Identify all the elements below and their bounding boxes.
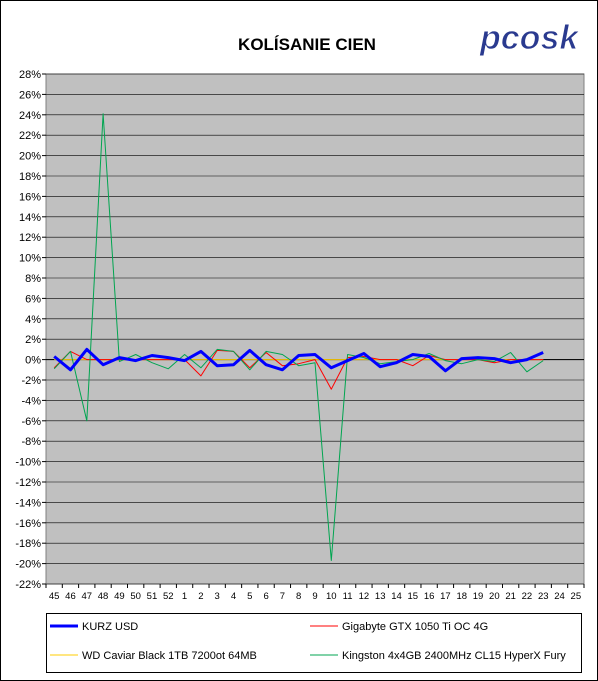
x-tick-label: 17 bbox=[440, 591, 451, 602]
y-tick-label: 0% bbox=[25, 355, 41, 367]
y-tick-label: -8% bbox=[21, 436, 41, 448]
series-line-0 bbox=[53, 347, 544, 373]
y-tick-label: 24% bbox=[19, 110, 41, 122]
pcosk-logo: pcosk bbox=[479, 19, 581, 58]
y-tick-label: 14% bbox=[19, 212, 41, 224]
logo-text: pcosk bbox=[479, 19, 580, 57]
y-tick-label: 12% bbox=[19, 232, 41, 244]
chart-title: KOLÍSANIE CIEN bbox=[238, 35, 376, 54]
y-tick-label: 16% bbox=[19, 191, 41, 203]
y-tick-label: -14% bbox=[15, 497, 41, 509]
x-tick-label: 52 bbox=[163, 591, 174, 602]
x-tick-label: 48 bbox=[98, 591, 109, 602]
x-tick-label: 2 bbox=[198, 591, 203, 602]
x-tick-label: 5 bbox=[247, 591, 252, 602]
legend-label: Gigabyte GTX 1050 Ti OC 4G bbox=[342, 621, 488, 633]
y-tick-label: 10% bbox=[19, 253, 41, 265]
legend: KURZ USD Gigabyte GTX 1050 Ti OC 4G WD Cav… bbox=[50, 621, 566, 662]
y-tick-label: 28% bbox=[19, 69, 41, 81]
x-axis-ticks: 45 46 47 48 49 50 51 52 1 2 3 4 5 6 7 8 9 10 11 12 13 14 15 16 1… bbox=[45, 584, 585, 602]
x-tick-label: 16 bbox=[424, 591, 435, 602]
y-tick-label: 6% bbox=[25, 293, 41, 305]
x-tick-label: 46 bbox=[65, 591, 76, 602]
y-tick-label: -2% bbox=[21, 375, 41, 387]
x-tick-label: 6 bbox=[263, 591, 268, 602]
x-tick-label: 19 bbox=[473, 591, 484, 602]
y-tick-label: -18% bbox=[15, 538, 41, 550]
x-tick-label: 4 bbox=[231, 591, 236, 602]
y-tick-label: -20% bbox=[15, 559, 41, 571]
y-tick-label: 22% bbox=[19, 130, 41, 142]
x-tick-label: 7 bbox=[280, 591, 285, 602]
x-tick-label: 14 bbox=[391, 591, 402, 602]
x-tick-label: 23 bbox=[538, 591, 549, 602]
x-tick-label: 24 bbox=[554, 591, 565, 602]
x-tick-label: 21 bbox=[505, 591, 516, 602]
plot-area bbox=[45, 73, 585, 585]
y-tick-label: 26% bbox=[19, 89, 41, 101]
series-line-3 bbox=[53, 113, 544, 561]
y-tick-label: 20% bbox=[19, 151, 41, 163]
x-tick-label: 10 bbox=[326, 591, 337, 602]
x-tick-label: 22 bbox=[522, 591, 533, 602]
series-lines bbox=[53, 113, 544, 561]
y-tick-label: -16% bbox=[15, 518, 41, 530]
legend-label: KURZ USD bbox=[82, 621, 138, 633]
y-tick-label: -10% bbox=[15, 457, 41, 469]
x-tick-label: 25 bbox=[571, 591, 582, 602]
x-tick-label: 13 bbox=[375, 591, 386, 602]
y-tick-label: 4% bbox=[25, 314, 41, 326]
x-tick-label: 20 bbox=[489, 591, 500, 602]
y-tick-label: 18% bbox=[19, 171, 41, 183]
x-tick-label: 45 bbox=[49, 591, 60, 602]
y-tick-label: -4% bbox=[21, 395, 41, 407]
y-tick-label: -12% bbox=[15, 477, 41, 489]
legend-box bbox=[46, 613, 582, 673]
y-axis-ticks: -22% -20% -18% -16% -14% -12% -10% -8% -6% -4% -2%… bbox=[15, 69, 46, 591]
x-tick-label: 12 bbox=[359, 591, 370, 602]
legend-label: Kingston 4x4GB 2400MHz CL15 HyperX Fury bbox=[342, 650, 566, 662]
x-tick-label: 51 bbox=[147, 591, 158, 602]
x-tick-label: 18 bbox=[456, 591, 467, 602]
x-tick-label: 1 bbox=[182, 591, 187, 602]
x-tick-label: 11 bbox=[343, 591, 353, 602]
y-tick-label: 2% bbox=[25, 334, 41, 346]
y-tick-label: -22% bbox=[15, 579, 41, 591]
x-tick-label: 50 bbox=[130, 591, 141, 602]
x-tick-label: 8 bbox=[296, 591, 301, 602]
x-tick-label: 3 bbox=[215, 591, 220, 602]
legend-label: WD Caviar Black 1TB 7200ot 64MB bbox=[82, 650, 257, 662]
x-tick-label: 47 bbox=[81, 591, 92, 602]
x-tick-label: 9 bbox=[312, 591, 317, 602]
x-tick-label: 15 bbox=[408, 591, 419, 602]
y-tick-label: -6% bbox=[21, 416, 41, 428]
y-tick-label: 8% bbox=[25, 273, 41, 285]
x-tick-label: 49 bbox=[114, 591, 125, 602]
